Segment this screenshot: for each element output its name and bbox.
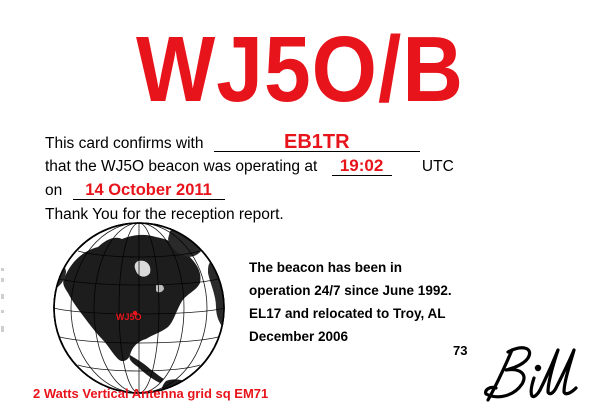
signature [484,346,578,402]
confirm-text: This card confirms with [45,135,204,152]
station-callsign-field: EB1TR [213,132,420,152]
date-line: on 14 October 2011 [45,181,225,201]
date-field: 14 October 2011 [72,181,225,200]
thank-you-line: Thank You for the reception report. [45,206,284,223]
footer-text: 2 Watts Vertical Antenna grid sq EM71 [33,386,269,401]
seventy-three: 73 [453,343,468,358]
info-line: The beacon has been in [249,260,403,275]
on-label: on [45,182,63,199]
utc-label: UTC [421,158,454,175]
confirm-line: This card confirms with EB1TR [45,132,420,154]
globe-image [53,222,225,394]
edge-mark [1,268,4,332]
operating-text: that the WJ5O beacon was operating at [45,158,318,175]
time-field: 19:02 [331,157,392,176]
location-marker [132,310,138,316]
info-line: EL17 and relocated to Troy, AL [249,306,446,321]
callsign-title: WJ5O/B [135,17,465,121]
beacon-info: The beacon has been in operation 24/7 si… [249,256,489,348]
globe-marker-label: WJ5O [116,312,142,322]
operating-line: that the WJ5O beacon was operating at 19… [45,157,454,177]
info-line: operation 24/7 since June 1992. [249,283,452,298]
info-line: December 2006 [249,329,349,344]
